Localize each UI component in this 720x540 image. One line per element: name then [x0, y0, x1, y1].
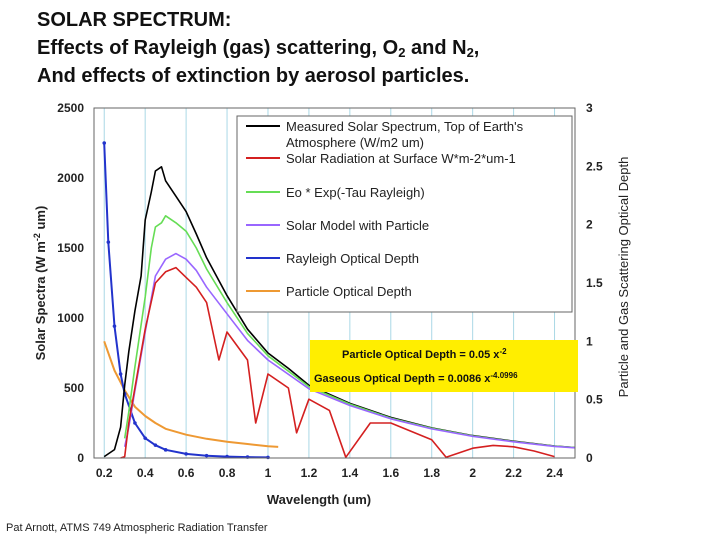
y2-tick-label: 1.5: [586, 276, 603, 290]
rayleigh-depth-point: [163, 448, 168, 452]
x-tick-label: 0.2: [96, 466, 113, 480]
series-layer: [102, 141, 576, 460]
x-tick-label: 1.4: [342, 466, 359, 480]
solar-spectrum-chart: 0.2 0.4 0.6 0.8 1 1.2 1.4 1.6 1.8 2 2.2 2.4 0 500 1000…: [32, 101, 631, 507]
x-tick-label: 2.2: [505, 466, 522, 480]
y2-tick-label: 0: [586, 451, 593, 465]
legend-label-2: Eo * Exp(-Tau Rayleigh): [286, 185, 425, 200]
y-tick-label: 500: [64, 381, 84, 395]
y-tick-label: 2000: [57, 171, 84, 185]
equation-box: Particle Optical Depth = 0.05 x-2 Gaseou…: [310, 340, 578, 392]
x-tick-label: 0.4: [137, 466, 154, 480]
legend-label-5: Particle Optical Depth: [286, 284, 412, 299]
y-tick-label: 1000: [57, 311, 84, 325]
legend-label-1: Solar Radiation at Surface W*m-2*um-1: [286, 151, 516, 166]
title-line-2: Effects of Rayleigh (gas) scattering, O2…: [37, 37, 480, 60]
x-tick-label: 0.6: [178, 466, 195, 480]
rayleigh-depth-point: [102, 141, 107, 145]
rayleigh-depth-point: [266, 455, 270, 460]
x-tick-label: 1.8: [423, 466, 440, 480]
y-tick-label: 1500: [57, 241, 84, 255]
rayleigh-depth-point: [184, 452, 188, 456]
rayleigh-depth-point: [143, 436, 147, 440]
rayleigh-depth-point: [118, 372, 123, 376]
tick-labels: 0.2 0.4 0.6 0.8 1 1.2 1.4 1.6 1.8 2 2.2 2.4 0 500 1000…: [57, 101, 603, 480]
slide-title: SOLAR SPECTRUM: Effects of Rayleigh (gas…: [37, 6, 697, 86]
x-tick-label: 2: [469, 466, 476, 480]
y2-tick-label: 2.5: [586, 159, 603, 173]
legend-box: [236, 115, 573, 313]
rayleigh-depth-point: [106, 240, 111, 244]
x-axis-label: Wavelength (um): [267, 492, 371, 507]
y2-tick-label: 3: [586, 101, 593, 115]
title-line-3: And effects of extinction by aerosol par…: [37, 65, 470, 86]
y-tick-label: 2500: [57, 101, 84, 115]
rayleigh-depth-point: [204, 453, 209, 458]
y-tick-label: 0: [77, 451, 84, 465]
y2-axis-label: Particle and Gas Scattering Optical Dept…: [616, 157, 631, 398]
rayleigh-depth-point: [112, 324, 117, 328]
legend-label-4: Rayleigh Optical Depth: [286, 251, 419, 266]
legend-label-3: Solar Model with Particle: [286, 218, 429, 233]
footer-credit: Pat Arnott, ATMS 749 Atmospheric Radiati…: [6, 522, 268, 534]
particle-depth-equation: Particle Optical Depth = 0.05 x-2: [342, 347, 507, 362]
y2-tick-label: 1: [586, 334, 593, 348]
x-tick-label: 2.4: [546, 466, 563, 480]
x-tick-label: 1.6: [382, 466, 399, 480]
x-tick-label: 1: [265, 466, 272, 480]
y2-tick-label: 2: [586, 218, 593, 232]
equation-box-bg: [310, 340, 578, 392]
title-line-1: SOLAR SPECTRUM:: [37, 9, 232, 31]
x-tick-label: 0.8: [219, 466, 236, 480]
gaseous-depth-equation: Gaseous Optical Depth = 0.0086 x-4.0996: [314, 371, 518, 386]
y-axis-label: Solar Spectra (W m-2 um): [32, 206, 48, 361]
legend-label-0: Measured Solar Spectrum, Top of Earth's A…: [286, 119, 524, 150]
rayleigh-depth-point: [153, 443, 158, 447]
legend: Measured Solar Spectrum, Top of Earth's A…: [236, 115, 573, 313]
series-rayleigh-depth: [103, 142, 269, 459]
y2-tick-label: 0.5: [586, 393, 603, 407]
series-surface: [120, 266, 555, 459]
rayleigh-depth-point: [133, 421, 137, 425]
plot-frame: [93, 107, 576, 459]
x-tick-label: 1.2: [301, 466, 318, 480]
